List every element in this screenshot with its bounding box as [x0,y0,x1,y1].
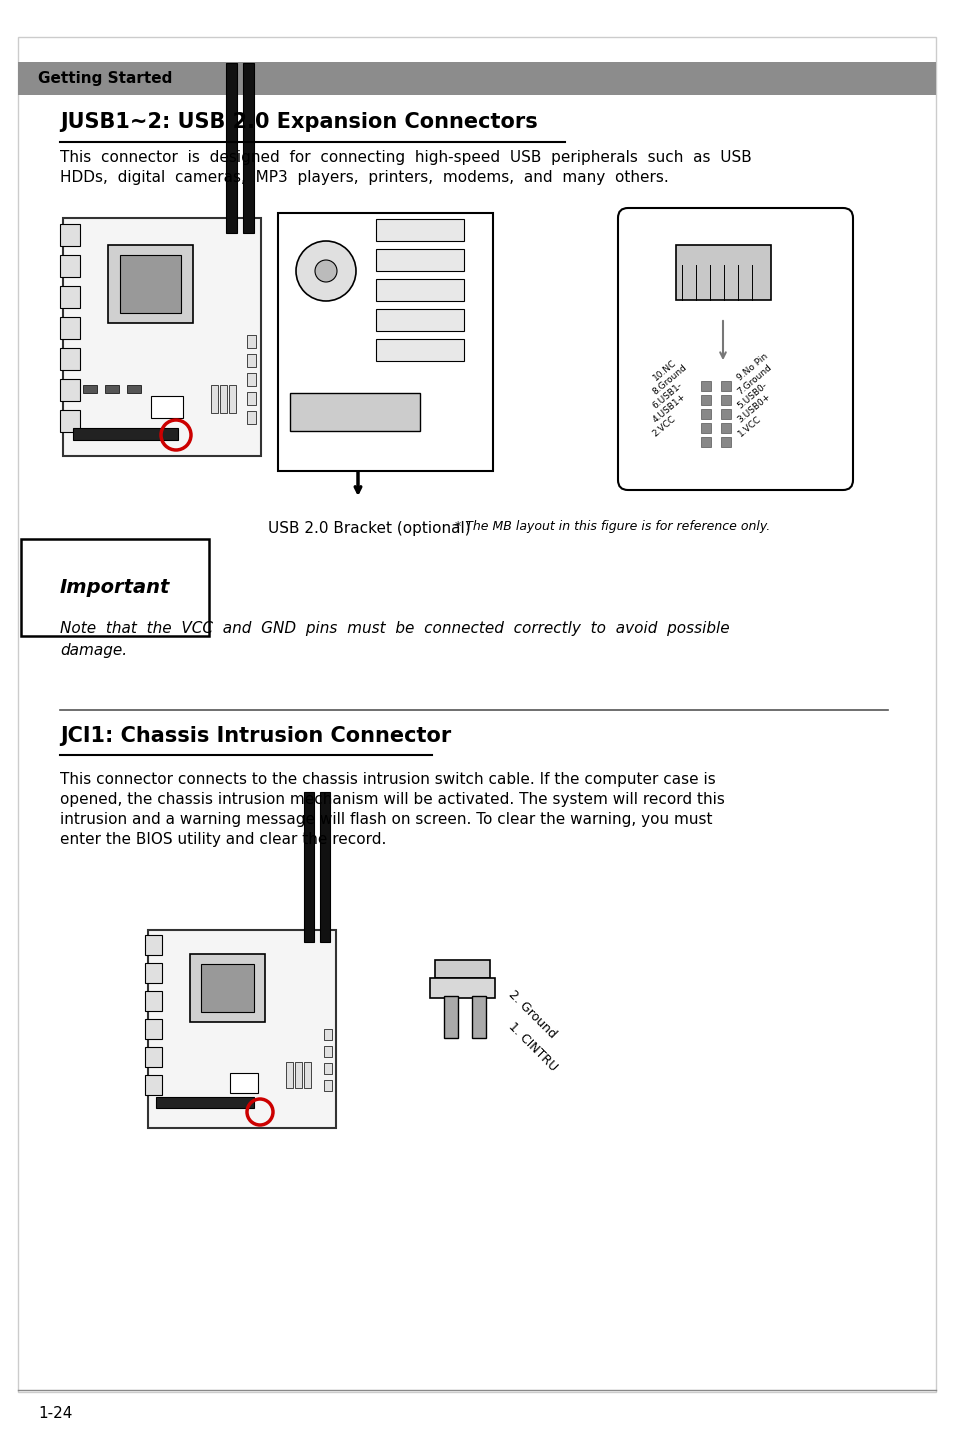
Bar [375,279,463,301]
Bar [435,959,490,978]
Text: intrusion and a warning message will flash on screen. To clear the warning, you : intrusion and a warning message will fla… [60,812,712,828]
Bar [375,249,463,271]
Text: JCI1: Chassis Intrusion Connector: JCI1: Chassis Intrusion Connector [60,726,451,746]
Bar [230,1073,257,1093]
Bar [277,213,493,471]
Bar [700,437,710,447]
Bar [247,411,255,424]
Text: Note  that  the  VCC  and  GND  pins  must  be  connected  correctly  to  avoid : Note that the VCC and GND pins must be c… [60,621,729,636]
Bar [324,1045,332,1057]
Text: USB 2.0 Bracket (optional): USB 2.0 Bracket (optional) [268,521,470,536]
Text: 1-24: 1-24 [38,1406,72,1421]
Bar [247,372,255,387]
Text: 9.No Pin: 9.No Pin [735,352,769,382]
Text: 10.NC: 10.NC [650,358,677,382]
Bar [720,395,730,405]
Bar [145,935,162,955]
Bar [720,437,730,447]
Text: enter the BIOS utility and clear the record.: enter the BIOS utility and clear the rec… [60,832,386,846]
Bar [60,316,80,339]
Bar [145,962,162,982]
Bar [60,410,80,432]
Bar [324,1030,332,1040]
Bar [145,991,162,1011]
Bar [247,354,255,367]
Bar [324,1080,332,1091]
Text: This connector connects to the chassis intrusion switch cable. If the computer c: This connector connects to the chassis i… [60,772,715,788]
Bar [304,792,314,942]
Bar [226,63,236,233]
Bar [145,1020,162,1040]
Text: HDDs,  digital  cameras,  MP3  players,  printers,  modems,  and  many  others.: HDDs, digital cameras, MP3 players, prin… [60,170,668,185]
Bar [676,245,770,299]
FancyBboxPatch shape [618,208,852,490]
Bar [18,62,935,95]
Text: opened, the chassis intrusion mechanism will be activated. The system will recor: opened, the chassis intrusion mechanism … [60,792,724,808]
Text: 7.Ground: 7.Ground [735,364,773,397]
Bar [472,997,485,1038]
Text: JUSB1~2: USB 2.0 Expansion Connectors: JUSB1~2: USB 2.0 Expansion Connectors [60,112,537,132]
Bar [430,978,495,998]
Bar [145,1047,162,1067]
Bar [319,792,330,942]
Bar [60,379,80,401]
Bar [148,929,335,1128]
Bar [83,385,97,392]
Bar [290,392,419,431]
Bar [127,385,141,392]
Bar [105,385,119,392]
Bar [324,1063,332,1074]
Text: 4.USB1+: 4.USB1+ [650,392,687,425]
Text: 6.USB1-: 6.USB1- [650,381,683,411]
Bar [151,397,183,418]
Bar [243,63,253,233]
Bar [375,339,463,361]
Bar [700,422,710,432]
Bar [286,1063,293,1088]
Bar [60,223,80,246]
Bar [375,309,463,331]
Bar [247,335,255,348]
Text: 1.VCC: 1.VCC [735,415,761,440]
Text: 3.USB0+: 3.USB0+ [735,392,772,425]
Bar [145,1075,162,1095]
Bar [211,385,218,412]
Circle shape [295,241,355,301]
Bar [700,410,710,420]
Circle shape [314,261,336,282]
Text: 8.Ground: 8.Ground [650,364,688,397]
Bar [156,1097,253,1108]
Text: 2.VCC: 2.VCC [650,415,677,440]
Bar [229,385,235,412]
Bar [201,964,253,1012]
Text: * The MB layout in this figure is for reference only.: * The MB layout in this figure is for re… [455,520,769,533]
Bar [304,1063,311,1088]
Bar [443,997,457,1038]
Bar [700,395,710,405]
Bar [120,255,181,314]
Bar [190,954,265,1022]
Bar [294,1063,302,1088]
Text: Getting Started: Getting Started [38,72,172,86]
Bar [247,392,255,405]
Bar [220,385,227,412]
Bar [60,348,80,369]
Bar [60,255,80,276]
Bar [720,422,730,432]
Text: Important: Important [60,579,171,597]
Text: This  connector  is  designed  for  connecting  high-speed  USB  peripherals  su: This connector is designed for connectin… [60,150,751,165]
Bar [720,410,730,420]
Bar [720,381,730,391]
Text: 1. CINTRU: 1. CINTRU [505,1020,559,1074]
Bar [60,286,80,308]
Bar [375,219,463,241]
Bar [700,381,710,391]
Text: 5.USB0-: 5.USB0- [735,381,768,411]
Bar [73,428,178,440]
Bar [108,245,193,324]
Bar [63,218,261,455]
Text: damage.: damage. [60,643,127,657]
Text: 2. Ground: 2. Ground [505,988,558,1041]
